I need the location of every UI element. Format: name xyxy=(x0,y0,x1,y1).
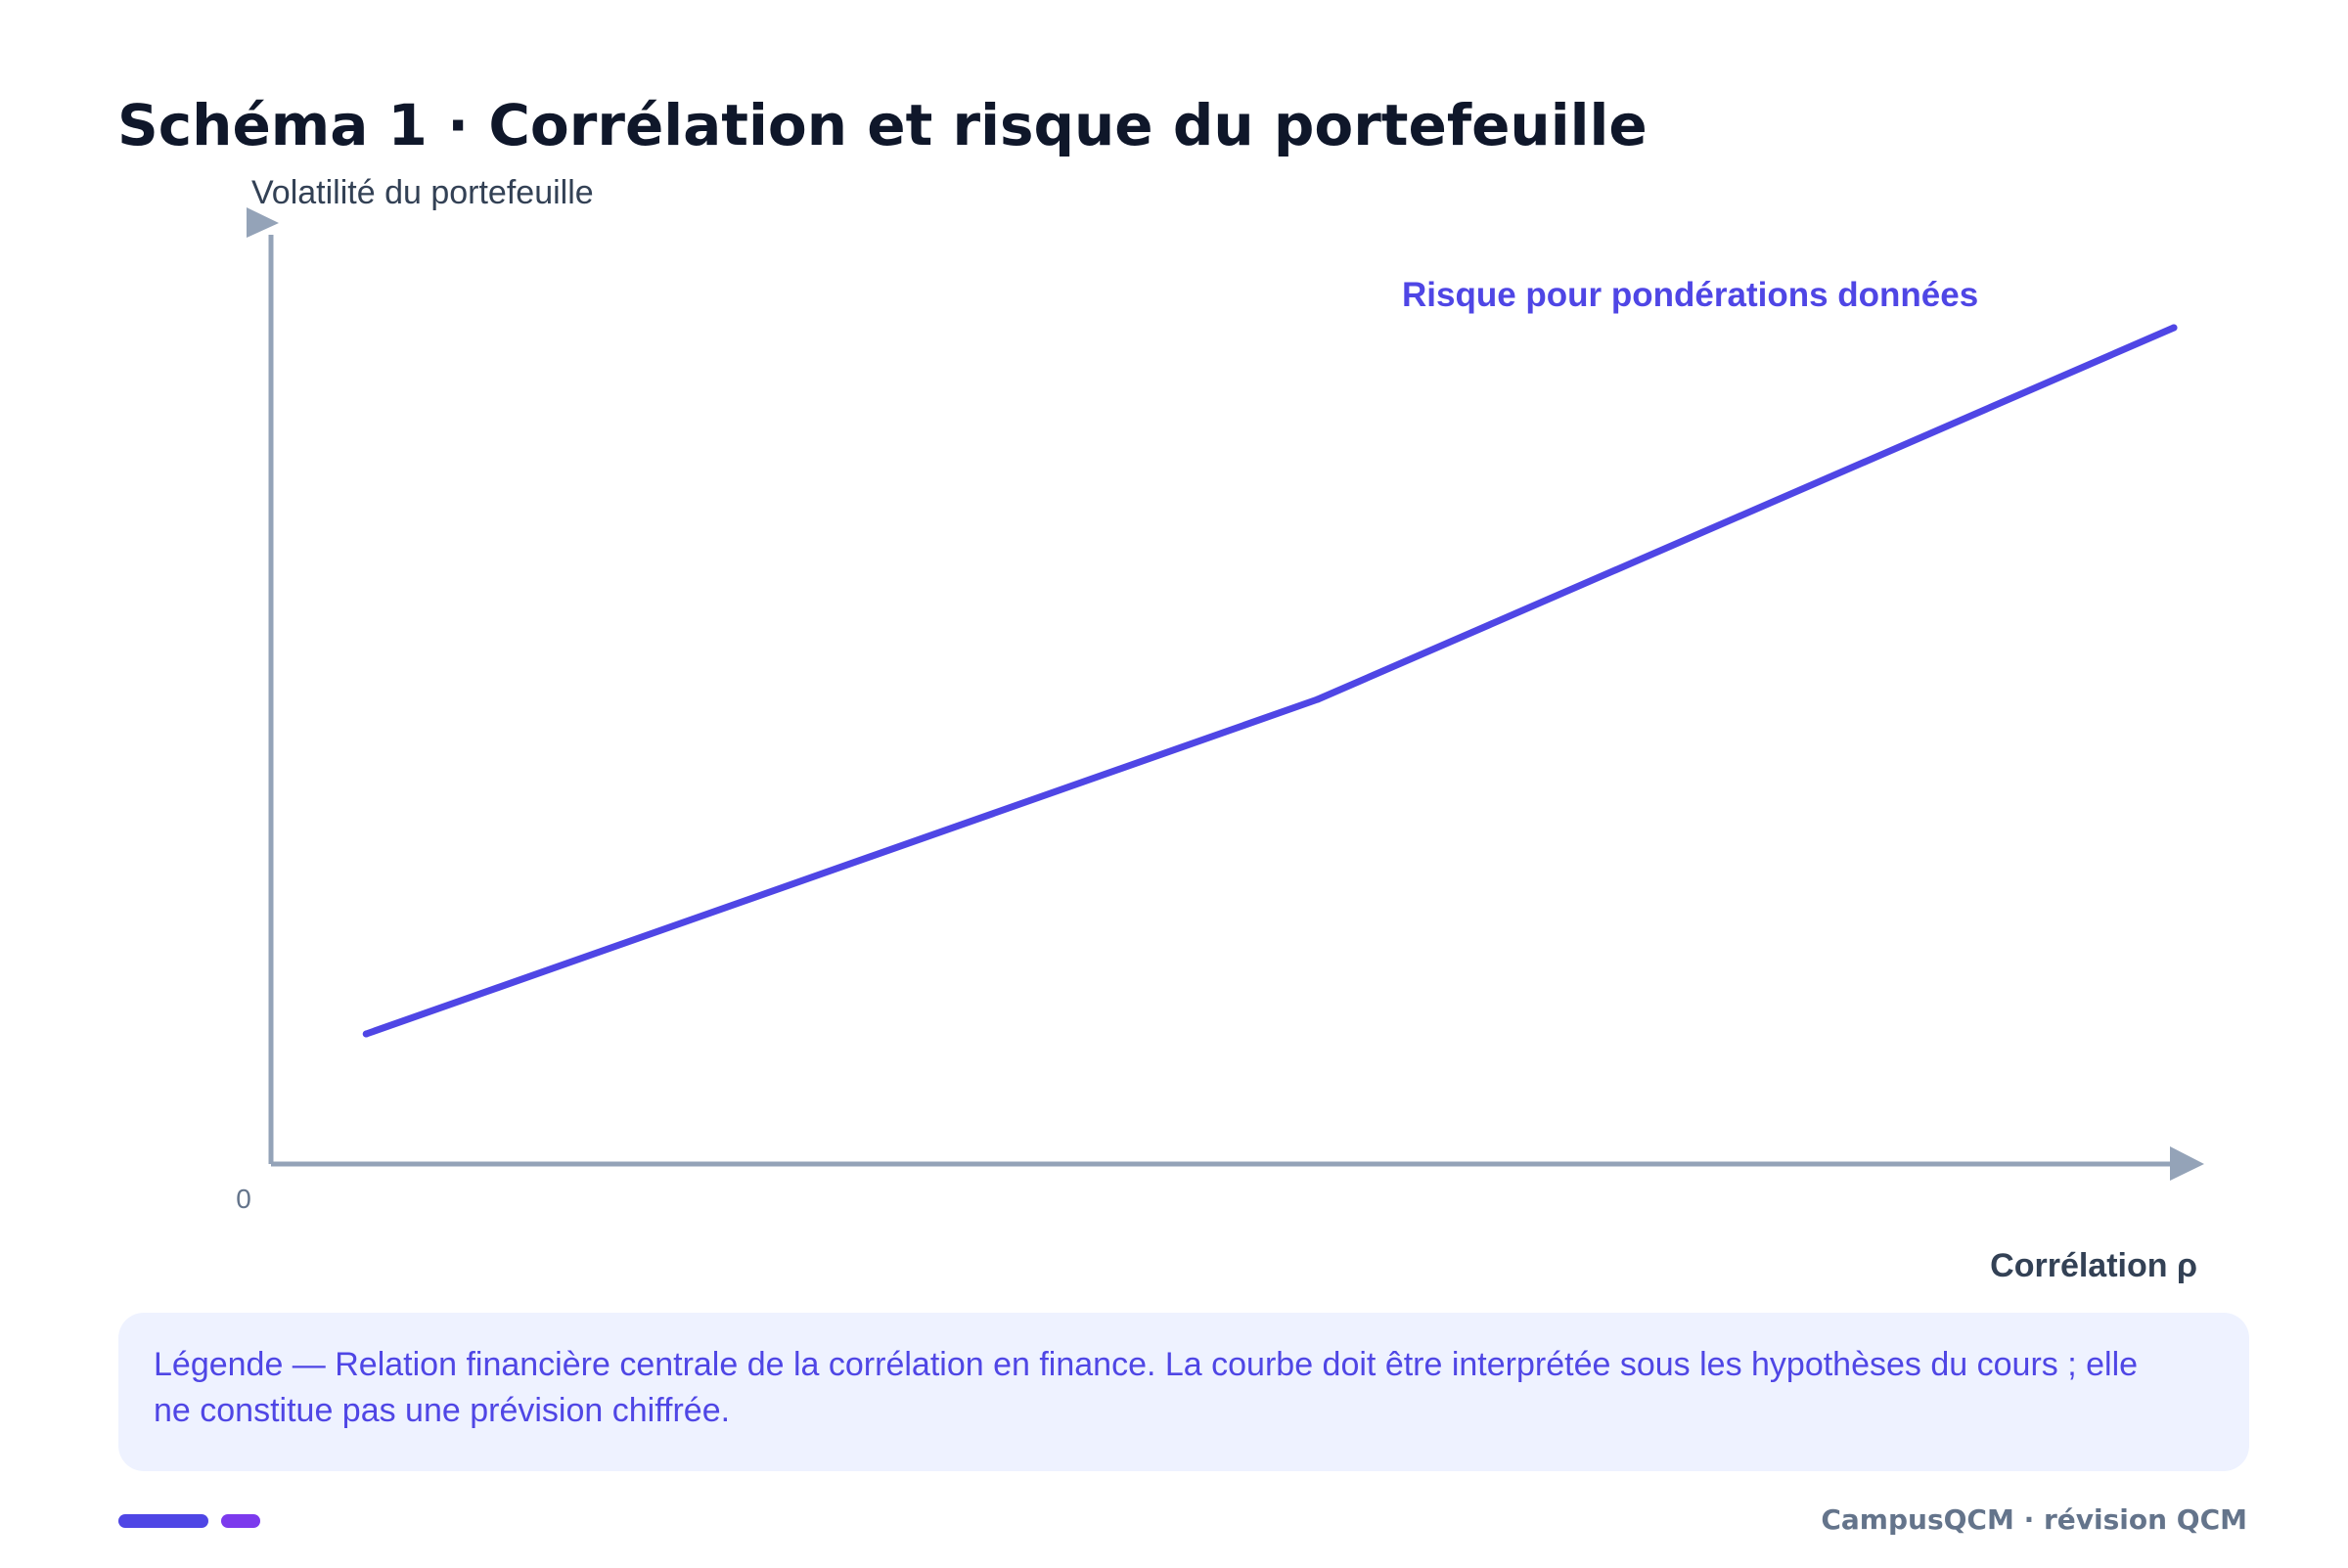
series-label: Risque pour pondérations données xyxy=(1402,276,1978,314)
y-axis-label: Volatilité du portefeuille xyxy=(251,174,594,211)
footer-brand: CampusQCM · révision QCM xyxy=(1821,1503,2247,1536)
series-line xyxy=(362,324,2178,1038)
legend-box: Légende — Relation financière centrale d… xyxy=(118,1313,2249,1471)
legend-text: Légende — Relation financière centrale d… xyxy=(154,1346,2139,1429)
footer-pill-secondary xyxy=(221,1514,260,1528)
series-point xyxy=(2170,324,2178,332)
footer-pill-primary xyxy=(118,1514,208,1528)
x-axis-label: Corrélation ρ xyxy=(1990,1247,2197,1284)
page-title: Schéma 1 · Corrélation et risque du port… xyxy=(117,92,1648,158)
series-points xyxy=(362,324,2178,1038)
chart: Volatilité du portefeuille Corrélation ρ… xyxy=(236,174,2204,1284)
x-axis-arrow-icon xyxy=(2170,1146,2204,1181)
series-point xyxy=(1314,695,1322,703)
y-axis-arrow-icon xyxy=(247,207,279,238)
series-point xyxy=(362,1030,370,1038)
origin-tick-label: 0 xyxy=(236,1184,251,1214)
